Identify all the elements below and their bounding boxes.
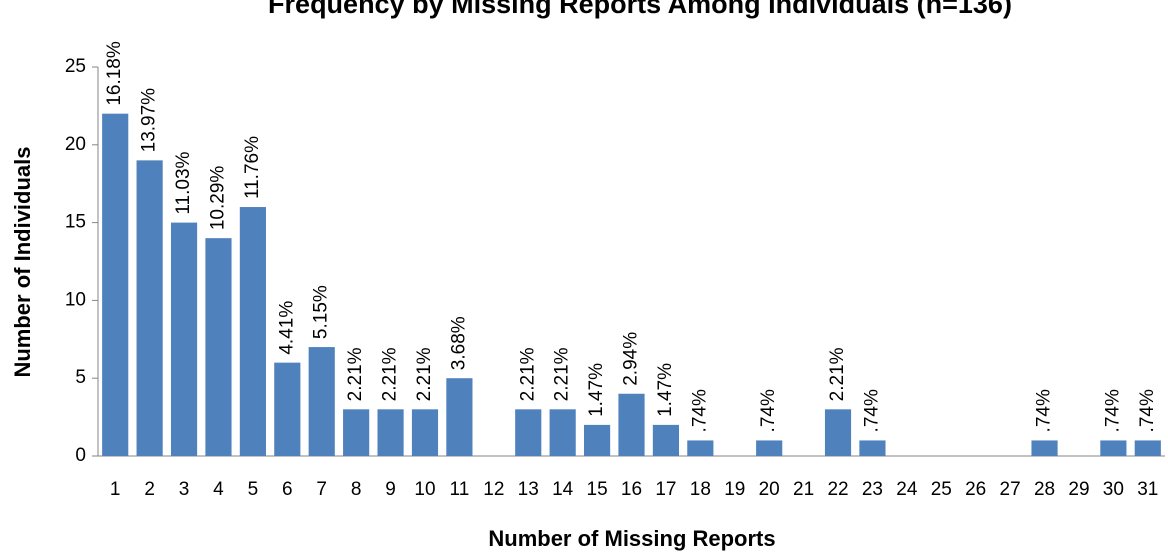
data-label: 2.21% (380, 347, 401, 401)
bar (549, 409, 576, 456)
x-tick-label: 21 (793, 479, 814, 500)
data-label: 2.21% (345, 347, 366, 401)
data-label: 2.94% (621, 332, 642, 386)
data-label: .74% (1034, 389, 1055, 432)
bar (687, 440, 714, 456)
bar (239, 207, 266, 456)
y-tick-label: 25 (65, 56, 86, 77)
bar (652, 424, 679, 456)
x-tick-label: 30 (1103, 479, 1124, 500)
x-tick-label: 19 (724, 479, 745, 500)
x-tick-label: 27 (1000, 479, 1021, 500)
x-tick-label: 8 (351, 479, 362, 500)
data-label: .74% (689, 389, 710, 432)
x-tick-label: 26 (965, 479, 986, 500)
y-tick-label: 15 (65, 212, 86, 233)
bar (205, 238, 232, 456)
data-label: 2.21% (517, 347, 538, 401)
bar (618, 393, 645, 456)
y-tick-label: 5 (75, 367, 86, 388)
bar (308, 347, 335, 456)
x-tick-label: 22 (827, 479, 848, 500)
x-tick-label: 16 (621, 479, 642, 500)
x-tick-label: 17 (655, 479, 676, 500)
bar (377, 409, 404, 456)
x-axis-label: Number of Missing Reports (488, 526, 775, 551)
x-tick-label: 29 (1068, 479, 1089, 500)
x-tick-label: 6 (282, 479, 293, 500)
data-label: 2.21% (414, 347, 435, 401)
x-tick-label: 2 (144, 479, 155, 500)
x-tick-label: 12 (483, 479, 504, 500)
bar (446, 378, 473, 456)
y-tick-label: 10 (65, 289, 86, 310)
bar (1134, 440, 1161, 456)
bar (343, 409, 370, 456)
x-tick-label: 24 (896, 479, 918, 500)
data-label: 5.15% (311, 285, 332, 339)
bar (1031, 440, 1058, 456)
x-tick-label: 5 (248, 479, 259, 500)
data-label: 1.47% (655, 363, 676, 417)
y-tick-label: 0 (75, 445, 86, 466)
data-label: .74% (1137, 389, 1158, 432)
y-tick-label: 20 (65, 134, 86, 155)
bar (859, 440, 886, 456)
x-tick-label: 1 (110, 479, 121, 500)
x-tick-label: 14 (552, 479, 574, 500)
bar (515, 409, 542, 456)
data-label: 1.47% (586, 363, 607, 417)
bar (411, 409, 439, 456)
x-tick-label: 31 (1137, 479, 1158, 500)
chart-title: Frequency by Missing Reports Among Indiv… (268, 0, 1012, 19)
data-label: .74% (758, 389, 779, 432)
data-label: 2.21% (827, 347, 848, 401)
x-tick-label: 3 (179, 479, 190, 500)
data-label: 3.68% (448, 316, 469, 370)
x-tick-label: 20 (759, 479, 780, 500)
x-tick-label: 18 (690, 479, 711, 500)
bar (824, 409, 852, 456)
bar (102, 113, 129, 457)
data-label: 10.29% (207, 166, 228, 231)
x-tick-label: 13 (518, 479, 539, 500)
data-label: .74% (1102, 389, 1123, 432)
x-tick-label: 15 (587, 479, 608, 500)
y-axis-label: Number of Individuals (10, 146, 35, 377)
data-label: 2.21% (552, 347, 573, 401)
bar (274, 362, 301, 456)
bar (136, 160, 163, 457)
bar (756, 440, 783, 456)
x-tick-label: 4 (213, 479, 224, 500)
bar (170, 222, 198, 456)
data-label: 4.41% (276, 301, 297, 355)
x-tick-label: 10 (414, 479, 435, 500)
x-tick-label: 23 (862, 479, 883, 500)
bar (584, 424, 611, 456)
bar (1100, 440, 1127, 456)
x-tick-label: 25 (931, 479, 952, 500)
data-label: 11.76% (242, 136, 263, 199)
x-tick-label: 7 (316, 479, 327, 500)
data-label: 11.03% (173, 151, 194, 214)
x-tick-label: 11 (450, 479, 470, 500)
x-tick-label: 9 (385, 479, 396, 500)
data-label: 16.18% (104, 41, 125, 106)
data-label: .74% (861, 389, 882, 432)
x-tick-label: 28 (1034, 479, 1055, 500)
data-label: 13.97% (139, 88, 160, 153)
